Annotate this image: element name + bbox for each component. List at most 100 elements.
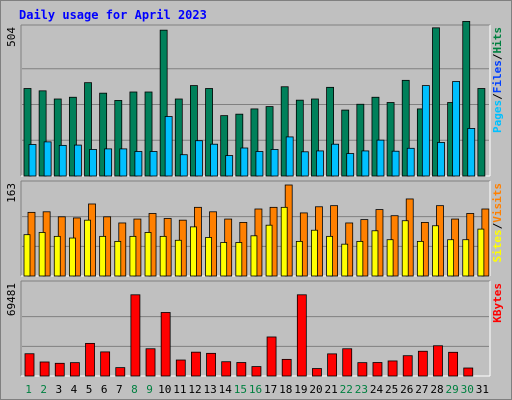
legend-kbytes: KBytes (491, 283, 504, 323)
bar-sites-6 (99, 235, 107, 277)
bar-hits-10 (159, 29, 168, 177)
bar-hits-3 (53, 98, 62, 177)
bar-kbytes-27 (417, 350, 428, 377)
day-label-26: 26 (400, 383, 413, 396)
bar-pages-23 (361, 150, 370, 177)
bar-hits-18 (280, 86, 289, 177)
bar-hits-20 (311, 98, 319, 177)
bar-hits-26 (401, 79, 410, 177)
bar-pages-28 (437, 142, 445, 177)
day-label-19: 19 (294, 383, 307, 396)
bar-hits-24 (371, 96, 380, 177)
bar-kbytes-20 (312, 368, 322, 377)
bar-pages-27 (421, 85, 430, 177)
max-label-visits-sites: 163 (5, 183, 18, 203)
day-label-24: 24 (370, 383, 384, 396)
bar-kbytes-15 (236, 362, 247, 377)
bar-pages-2 (43, 141, 52, 177)
bar-hits-31 (477, 88, 486, 177)
day-label-14: 14 (219, 383, 233, 396)
max-label-hits-files-pages: 504 (5, 27, 18, 47)
bar-kbytes-26 (402, 355, 413, 377)
bar-hits-21 (326, 86, 334, 177)
bar-pages-4 (73, 144, 82, 177)
bar-kbytes-4 (69, 362, 80, 377)
bar-hits-4 (68, 96, 77, 177)
bar-kbytes-17 (266, 336, 277, 377)
bar-pages-17 (270, 149, 279, 177)
day-label-13: 13 (203, 383, 216, 396)
bar-sites-26 (401, 220, 409, 277)
day-label-10: 10 (158, 383, 171, 396)
legend-entry: / (491, 93, 504, 100)
day-label-15: 15 (234, 383, 247, 396)
bar-kbytes-29 (448, 351, 459, 377)
bar-pages-7 (119, 148, 128, 177)
legend-entry: Sites (491, 229, 504, 262)
day-label-1: 1 (25, 383, 32, 396)
bar-kbytes-21 (327, 353, 337, 377)
bar-sites-13 (205, 237, 212, 277)
bar-kbytes-23 (357, 362, 368, 377)
bar-pages-11 (179, 154, 188, 177)
bar-kbytes-1 (24, 353, 35, 377)
bar-kbytes-9 (145, 348, 156, 377)
bar-kbytes-7 (115, 367, 126, 377)
bar-sites-9 (144, 232, 152, 277)
day-label-9: 9 (146, 383, 153, 396)
bar-kbytes-11 (175, 359, 186, 377)
legend-entry: / (491, 222, 504, 229)
day-label-8: 8 (131, 383, 138, 396)
bar-sites-20 (311, 229, 318, 277)
bar-hits-23 (356, 103, 365, 177)
bar-pages-1 (28, 144, 37, 177)
bar-pages-20 (316, 150, 324, 177)
max-label-kbytes: 69481 (5, 283, 18, 316)
bar-hits-16 (250, 108, 259, 177)
bar-hits-11 (174, 98, 183, 177)
bar-hits-17 (265, 106, 274, 177)
bar-pages-12 (195, 140, 203, 177)
bar-sites-18 (280, 206, 288, 277)
bar-sites-21 (326, 235, 333, 277)
bar-kbytes-12 (191, 351, 201, 377)
bar-pages-16 (255, 151, 264, 177)
bar-hits-7 (114, 100, 123, 177)
day-label-3: 3 (56, 383, 63, 396)
bar-pages-10 (164, 116, 173, 177)
bar-pages-22 (346, 153, 355, 177)
legend-entry: Files (491, 60, 504, 93)
bar-sites-4 (68, 237, 76, 277)
bar-hits-22 (341, 109, 350, 177)
day-label-29: 29 (446, 383, 459, 396)
bar-pages-21 (331, 143, 339, 177)
bar-pages-30 (467, 128, 476, 177)
bar-hits-19 (295, 99, 304, 177)
bar-sites-28 (432, 225, 439, 277)
bar-sites-14 (220, 242, 228, 277)
bar-pages-13 (210, 143, 218, 177)
bar-kbytes-19 (296, 294, 307, 377)
bar-sites-2 (38, 232, 46, 277)
day-label-30: 30 (461, 383, 474, 396)
bar-kbytes-8 (130, 294, 141, 377)
bar-pages-26 (406, 147, 415, 177)
bar-sites-30 (462, 239, 470, 277)
day-label-27: 27 (415, 383, 428, 396)
bar-hits-15 (235, 113, 244, 177)
day-label-22: 22 (340, 383, 353, 396)
legend-hits-files-pages: Pages/Files/Hits (491, 27, 504, 133)
bar-sites-31 (477, 228, 485, 277)
bar-kbytes-18 (281, 358, 292, 377)
bar-kbytes-22 (342, 348, 353, 377)
bar-hits-5 (84, 82, 92, 177)
bar-pages-3 (58, 144, 67, 177)
bar-hits-2 (38, 90, 47, 177)
day-label-7: 7 (116, 383, 123, 396)
legend-entry: KBytes (491, 283, 504, 323)
legend-entry: / (491, 53, 504, 60)
bar-sites-11 (174, 239, 182, 277)
bar-pages-5 (89, 149, 97, 177)
bar-hits-30 (462, 21, 471, 177)
